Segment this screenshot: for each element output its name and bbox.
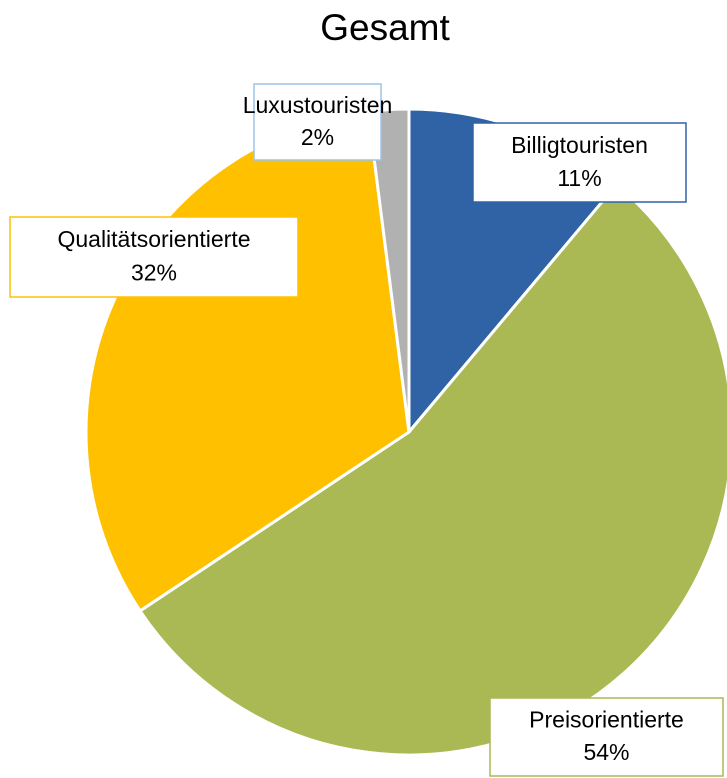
label-box [489,697,724,777]
value-label: 54% [583,739,629,765]
label-box [472,122,687,203]
value-label: 2% [301,124,334,150]
category-label: Preisorientierte [529,706,684,732]
category-label: Qualitätsorientierte [57,226,250,252]
category-label: Luxustouristen [243,92,393,118]
label-box [253,83,382,161]
value-label: 32% [131,260,177,286]
label-box [9,216,299,298]
chart-title: Gesamt [320,7,450,48]
category-label: Billigtouristen [511,132,648,158]
pie-slice [137,182,727,757]
value-label: 11% [557,165,601,191]
